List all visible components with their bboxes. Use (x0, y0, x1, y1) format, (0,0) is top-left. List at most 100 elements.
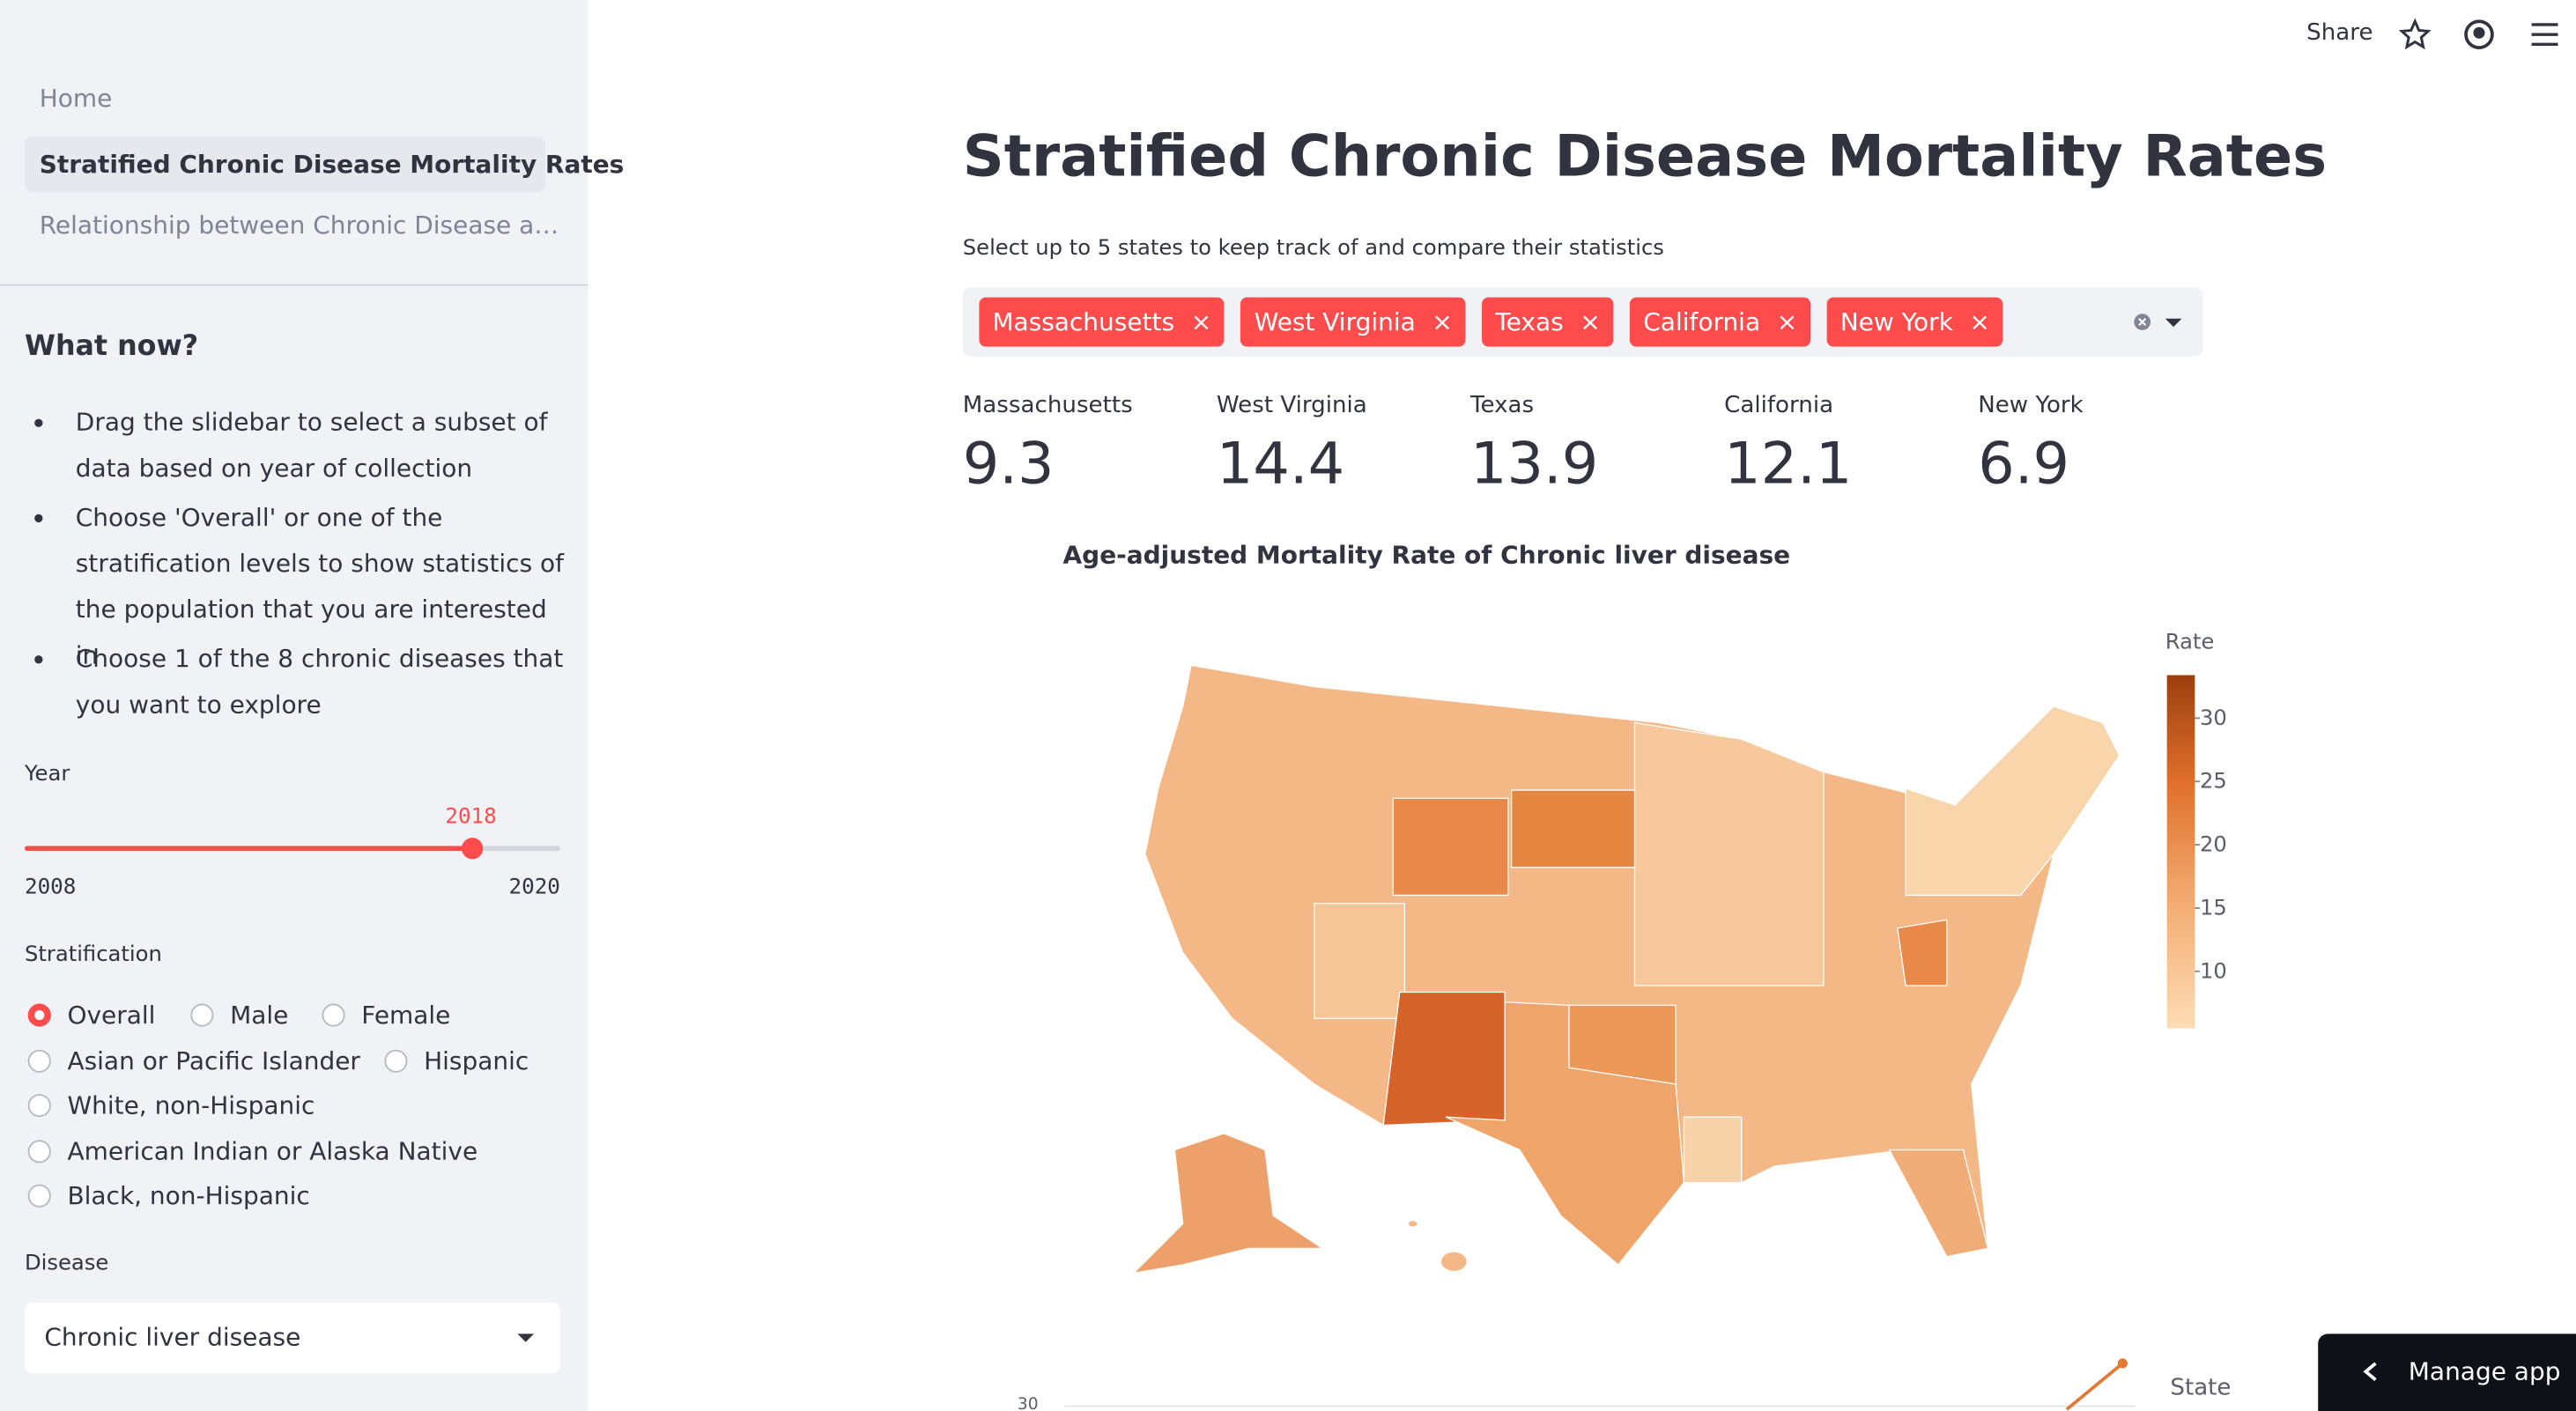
metric-label: Massachusetts (962, 392, 1133, 419)
radio-circle (27, 1003, 51, 1027)
partial-line (2065, 1362, 2124, 1411)
section-title: What now? (24, 329, 199, 364)
radio-label: Black, non-Hispanic (67, 1180, 310, 1211)
radio-circle (384, 1049, 408, 1073)
radio-option[interactable]: White, non-Hispanic (27, 1090, 315, 1120)
colorbar-ticks: 10 15 20 25 30 (2195, 705, 2227, 983)
map-title: Age-adjusted Mortality Rate of Chronic l… (1062, 540, 1791, 571)
github-icon[interactable] (2462, 18, 2495, 51)
states (1131, 664, 2121, 1274)
metric-label: West Virginia (1216, 392, 1367, 419)
slider-value: 2018 (445, 804, 497, 830)
tag-label: California (1643, 307, 1761, 337)
radio-circle (322, 1003, 345, 1027)
metric-label: New York (1978, 392, 2084, 419)
manage-app-button[interactable]: Manage app (2318, 1333, 2576, 1411)
colorbar-tick-label: 30 (2200, 705, 2227, 730)
radio-circle (27, 1140, 51, 1164)
radio-label: Overall (67, 1000, 156, 1031)
bullet-dot (34, 513, 43, 523)
colorbar-title: Rate (2165, 629, 2215, 654)
multiselect-label: Select up to 5 states to keep track of a… (962, 236, 1664, 262)
state-multiselect[interactable]: Massachusetts × West Virginia × Texas × Califo… (962, 287, 2203, 357)
y-tick-label: 30 (1018, 1395, 1039, 1411)
metric-value: 14.4 (1216, 432, 1345, 499)
tag-list: Massachusetts × West Virginia × Texas × Califo… (979, 297, 2019, 347)
slider-label: Year (24, 762, 70, 787)
metric-label: Texas (1469, 392, 1535, 419)
colorbar-tick-label: 20 (2200, 831, 2227, 857)
tag-label: West Virginia (1254, 307, 1416, 337)
tag-remove[interactable]: × (1969, 307, 1990, 337)
tag-remove[interactable]: × (1432, 307, 1453, 337)
metric-value: 9.3 (962, 432, 1055, 499)
tag-label: Massachusetts (992, 307, 1175, 337)
radio-option[interactable]: American Indian or Alaska Native (27, 1136, 478, 1167)
sidebar: Home Stratified Chronic Disease Mortalit… (0, 0, 624, 1411)
radio-option[interactable]: Asian or Pacific Islander (27, 1046, 360, 1076)
radio-circle (190, 1003, 214, 1027)
radio-circle (27, 1049, 51, 1073)
radio-label: Male (230, 1000, 289, 1031)
state-tag[interactable]: Massachusetts × (979, 297, 1225, 347)
bullet-text: Drag the slidebar to select a subset of … (75, 407, 548, 484)
radio-label: White, non-Hispanic (67, 1090, 315, 1120)
divider (0, 284, 588, 286)
legend-title: State (2170, 1374, 2231, 1400)
tag-label: New York (1839, 307, 1953, 337)
disease-select[interactable]: Chronic liver disease (24, 1302, 560, 1374)
slider-max: 2020 (508, 875, 560, 901)
bullet-text: Choose 'Overall' or one of the stratific… (75, 502, 565, 670)
page-title: Stratified Chronic Disease Mortality Rat… (962, 124, 2328, 191)
menu-icon[interactable] (2530, 21, 2560, 48)
tag-remove[interactable]: × (1776, 307, 1798, 337)
bullet-dot (34, 655, 43, 664)
radio-label: Stratification (24, 942, 162, 968)
select-value: Chronic liver disease (44, 1322, 301, 1352)
radio-label: American Indian or Alaska Native (67, 1136, 478, 1167)
colorbar (2166, 675, 2195, 1029)
radio-option[interactable]: Hispanic (384, 1046, 529, 1076)
metric-value: 6.9 (1978, 432, 2070, 499)
slider-thumb[interactable] (461, 838, 483, 860)
tag-label: Texas (1495, 307, 1564, 337)
state-tag[interactable]: Texas × (1482, 297, 1614, 347)
clear-and-arrow[interactable] (2133, 310, 2188, 333)
radio-label: Hispanic (424, 1046, 529, 1076)
nav-link[interactable]: Relationship between Chronic Disease a… (39, 210, 559, 240)
slider-fill (24, 846, 471, 852)
colorbar-tick-label: 15 (2200, 894, 2227, 920)
star-icon[interactable] (2398, 18, 2432, 51)
select-label: Disease (24, 1252, 109, 1277)
nav-link[interactable]: Home (39, 84, 113, 114)
radio-label: Asian or Pacific Islander (67, 1046, 360, 1076)
bullet-text: Choose 1 of the 8 chronic diseases that … (75, 644, 564, 720)
metric-value: 12.1 (1724, 432, 1853, 499)
point (2117, 1358, 2128, 1369)
radio-circle (27, 1094, 51, 1118)
colorbar-tick-label: 25 (2200, 768, 2227, 794)
nav-link-active[interactable]: Stratified Chronic Disease Mortality Rat… (24, 136, 624, 193)
dropdown-arrow (517, 1333, 535, 1342)
state-tag[interactable]: California × (1630, 297, 1811, 347)
radio-option[interactable]: Black, non-Hispanic (27, 1180, 310, 1211)
metric-label: California (1724, 392, 1834, 419)
manage-app-label: Manage app (2408, 1356, 2561, 1387)
state-tag[interactable]: New York × (1826, 297, 2003, 347)
chevron (2363, 1362, 2377, 1382)
colorbar-tick-label: 10 (2200, 957, 2227, 983)
metric-value: 13.9 (1469, 432, 1599, 499)
radio-option[interactable]: Overall (27, 1000, 156, 1031)
bullet-dot (34, 418, 43, 427)
tag-remove[interactable]: × (1190, 307, 1212, 337)
radio-label: Female (361, 1000, 451, 1031)
share-button[interactable]: Share (2306, 19, 2373, 47)
state-tag[interactable]: West Virginia × (1240, 297, 1466, 347)
radio-circle (27, 1184, 51, 1208)
radio-option[interactable]: Male (190, 1000, 289, 1031)
radio-option[interactable]: Female (322, 1000, 451, 1031)
tag-remove[interactable]: × (1580, 307, 1601, 337)
